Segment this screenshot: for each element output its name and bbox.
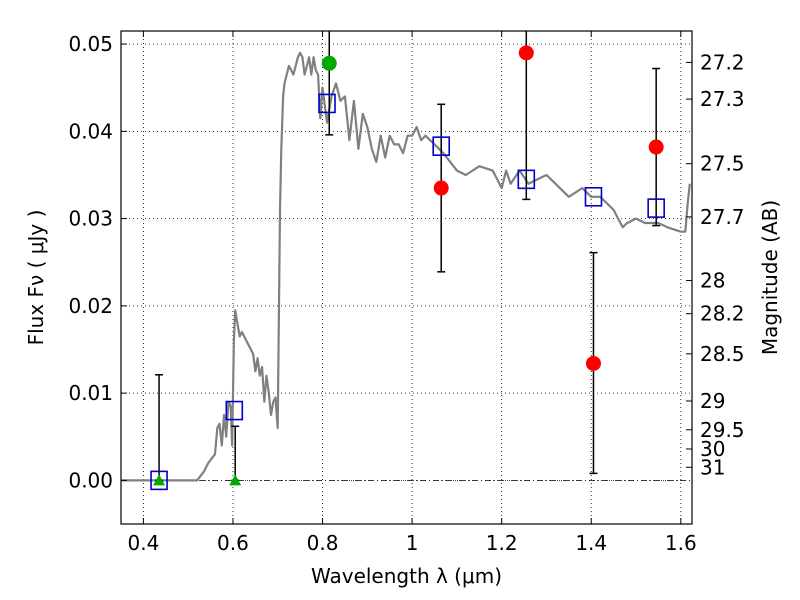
x-tick-label: 1 — [406, 531, 419, 555]
y-tick-label: 0.01 — [68, 381, 113, 405]
y-tick-label: 0.04 — [68, 119, 113, 143]
y-tick-label: 0.00 — [68, 468, 113, 492]
upper-limit-triangle — [153, 474, 166, 486]
y2-axis-label: Magnitude (AB) — [758, 200, 782, 355]
y2-tick-label: 28.5 — [700, 342, 745, 366]
y-tick-label: 0.02 — [68, 294, 113, 318]
y2-tick-label: 28.2 — [700, 302, 745, 326]
y2-tick-label: 27.7 — [700, 205, 745, 229]
x-tick-label: 1.2 — [486, 531, 518, 555]
plot-frame — [120, 30, 693, 525]
x-tick-label: 0.6 — [217, 531, 249, 555]
model-spectrum-line — [121, 51, 691, 482]
observed-point — [518, 45, 534, 61]
y-axis-label: Flux Fν ( μJy ) — [24, 210, 48, 346]
y2-tick-label: 27.3 — [700, 87, 745, 111]
y2-tick-label: 29.5 — [700, 418, 745, 442]
x-tick-label: 0.8 — [307, 531, 339, 555]
x-axis-label: Wavelength λ (μm) — [311, 564, 502, 588]
model-photometry-square — [517, 169, 536, 190]
y2-tick-label: 28 — [700, 269, 725, 293]
chart-marks — [121, 31, 692, 491]
model-photometry-square — [318, 93, 336, 114]
x-tick-label: 0.4 — [127, 531, 159, 555]
observed-point — [585, 355, 601, 371]
y2-tick-label: 27.2 — [700, 50, 745, 74]
y2-tick-label: 27.5 — [700, 152, 745, 176]
model-photometry-square — [150, 470, 168, 491]
model-photometry-square — [584, 186, 603, 207]
upper-limit-triangle — [229, 474, 242, 486]
observed-point — [321, 55, 337, 71]
observed-point — [648, 139, 664, 155]
y-tick-label: 0.05 — [68, 32, 113, 56]
x-tick-label: 1.6 — [665, 531, 697, 555]
y-tick-label: 0.03 — [68, 207, 113, 231]
y2-tick-label: 31 — [700, 455, 725, 479]
x-tick-label: 1.4 — [575, 531, 607, 555]
model-photometry-square — [647, 198, 665, 218]
grid — [121, 31, 692, 524]
axes: 0.4 0.6 0.8 1 1.2 1.4 1.6 0.00 0.01 0.02 0.03 0.04 0… — [68, 31, 745, 555]
model-photometry-square — [225, 400, 244, 421]
y2-tick-label: 30 — [700, 437, 725, 461]
y2-tick-label: 29 — [700, 389, 725, 413]
model-photometry-square — [432, 136, 451, 156]
observed-point — [433, 180, 449, 196]
